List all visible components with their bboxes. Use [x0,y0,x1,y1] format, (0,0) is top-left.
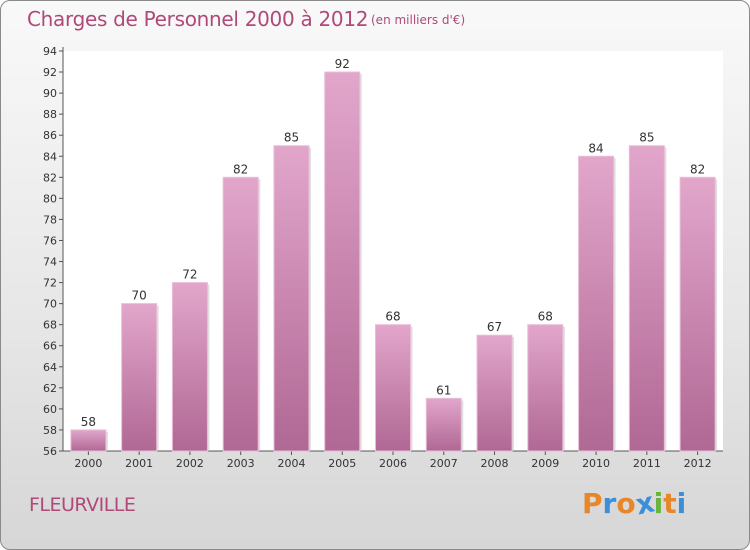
logo-letter: o [616,487,636,520]
y-tick-label: 80 [43,192,57,205]
y-tick-label: 94 [43,45,57,58]
y-tick-label: 92 [43,66,57,79]
data-label: 68 [385,310,400,324]
logo-letter: t [663,487,677,520]
x-tick-label: 2006 [379,457,407,470]
y-tick-label: 62 [43,382,57,395]
x-tick-label: 2001 [125,457,153,470]
y-tick-label: 64 [43,361,57,374]
data-label: 82 [690,162,705,176]
bar-2003 [222,176,259,452]
bar-2004 [273,145,310,452]
x-tick-label: 2000 [74,457,102,470]
x-tick-label: 2012 [684,457,712,470]
x-tick-label: 2003 [227,457,255,470]
x-tick-label: 2007 [430,457,458,470]
bar-2001 [121,303,158,452]
y-tick-label: 78 [43,213,57,226]
logo-letter: i [653,487,664,520]
y-tick-label: 58 [43,424,57,437]
data-label: 58 [81,415,96,429]
y-tick-label: 88 [43,108,57,121]
data-label: 70 [132,289,147,303]
bar-2009 [527,324,564,452]
y-tick-label: 70 [43,298,57,311]
y-tick-label: 56 [43,445,57,458]
x-tick-label: 2005 [328,457,356,470]
proxiti-logo[interactable]: Proxiti [582,485,687,521]
data-label: 85 [639,131,654,145]
x-tick-label: 2002 [176,457,204,470]
bar-2010 [578,155,615,452]
y-tick-label: 86 [43,129,57,142]
place-name: FLEURVILLE [29,494,136,516]
bar-2005 [324,71,361,452]
bar-2012 [679,176,716,452]
data-label: 84 [588,141,603,155]
data-label: 68 [538,310,553,324]
data-label: 72 [182,268,197,282]
bar-2000 [70,429,107,452]
x-tick-label: 2008 [481,457,509,470]
x-tick-label: 2011 [633,457,661,470]
data-label: 82 [233,162,248,176]
logo-letter: P [582,487,603,520]
y-tick-label: 74 [43,256,57,269]
y-tick-label: 66 [43,340,57,353]
y-tick-label: 60 [43,403,57,416]
logo-letter: r [602,487,617,520]
x-tick-label: 2010 [582,457,610,470]
y-tick-label: 76 [43,234,57,247]
bar-2002 [171,282,208,452]
data-label: 85 [284,131,299,145]
data-label: 92 [335,57,350,71]
chart-title: Charges de Personnel 2000 à 2012 [27,7,369,31]
data-label: 61 [436,383,451,397]
data-label: 67 [487,320,502,334]
y-tick-label: 68 [43,319,57,332]
y-tick-label: 72 [43,277,57,290]
logo-letter: i [676,487,687,520]
bar-2011 [628,145,665,452]
y-tick-label: 82 [43,171,57,184]
bar-2006 [375,324,411,452]
chart-subtitle: (en milliers d'€) [371,13,466,27]
bar-2007 [425,397,462,452]
x-tick-label: 2009 [531,457,559,470]
y-tick-label: 84 [43,150,57,163]
bar-2008 [476,334,513,452]
x-tick-label: 2004 [277,457,305,470]
y-tick-label: 90 [43,87,57,100]
